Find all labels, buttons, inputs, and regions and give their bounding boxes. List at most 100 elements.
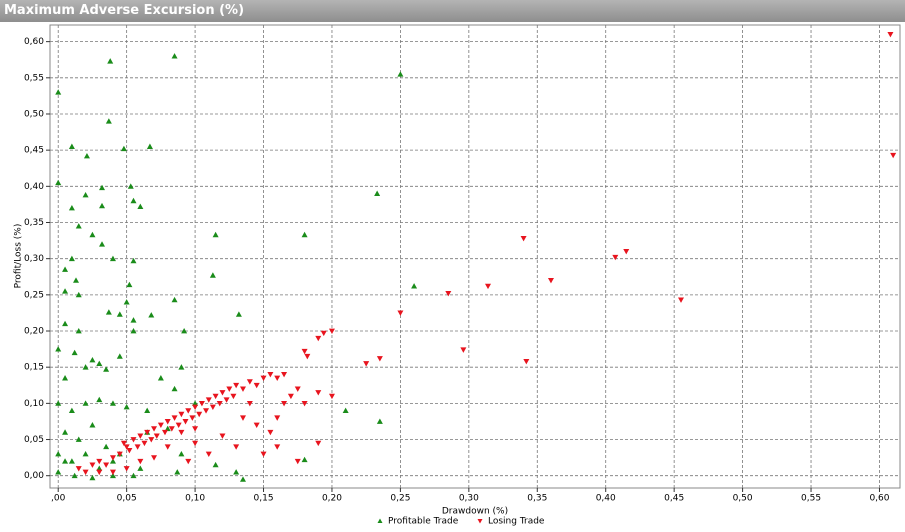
point xyxy=(192,440,199,447)
point xyxy=(62,375,69,381)
point xyxy=(99,202,106,209)
point xyxy=(62,458,69,464)
point xyxy=(130,437,137,443)
x-tick-label: 0,25 xyxy=(390,494,410,504)
point xyxy=(55,400,62,406)
point xyxy=(68,143,75,149)
point xyxy=(71,349,78,356)
point xyxy=(116,311,123,317)
point xyxy=(96,396,103,403)
point xyxy=(209,272,216,278)
point xyxy=(212,231,219,238)
point xyxy=(96,458,103,465)
x-tick-label: 0,55 xyxy=(801,494,821,504)
point xyxy=(171,385,178,392)
point xyxy=(315,440,322,447)
point xyxy=(130,328,137,334)
point xyxy=(376,418,383,424)
point xyxy=(82,192,89,198)
point xyxy=(178,364,185,370)
y-tick-label: 0,25 xyxy=(24,290,44,300)
point xyxy=(151,455,158,461)
point xyxy=(523,358,530,365)
point xyxy=(71,472,78,479)
point xyxy=(267,372,274,378)
point xyxy=(137,203,144,209)
point xyxy=(55,179,62,186)
point xyxy=(520,236,527,242)
x-tick-label: 0,10 xyxy=(185,494,205,504)
point xyxy=(226,386,233,392)
point xyxy=(89,462,96,468)
point xyxy=(189,415,196,421)
point xyxy=(209,404,216,410)
point xyxy=(103,443,110,450)
point xyxy=(460,347,467,353)
point xyxy=(55,450,62,457)
point xyxy=(144,407,151,413)
y-tick-label: 0,50 xyxy=(24,109,44,119)
x-tick-label: 0,60 xyxy=(869,494,889,504)
legend-marker xyxy=(377,518,383,523)
point xyxy=(123,403,130,410)
point xyxy=(153,433,160,439)
point xyxy=(107,58,114,64)
point xyxy=(157,375,164,381)
y-tick-label: 0,20 xyxy=(24,327,44,337)
point xyxy=(363,361,370,367)
point xyxy=(75,291,82,298)
point xyxy=(171,415,178,421)
point xyxy=(55,469,62,475)
point xyxy=(198,400,205,407)
point xyxy=(127,183,134,189)
point xyxy=(328,328,335,335)
point xyxy=(99,241,106,247)
point xyxy=(168,426,175,432)
point xyxy=(890,152,897,159)
point xyxy=(62,429,69,435)
point xyxy=(116,353,123,359)
point xyxy=(274,415,281,421)
point xyxy=(161,429,168,436)
point xyxy=(246,379,253,385)
point xyxy=(342,407,349,413)
point xyxy=(230,393,237,400)
point xyxy=(260,375,267,382)
point xyxy=(196,411,203,418)
point xyxy=(89,474,96,481)
point xyxy=(301,231,308,238)
point xyxy=(68,205,75,211)
point xyxy=(109,458,116,464)
point xyxy=(178,411,185,418)
point xyxy=(223,397,230,403)
point xyxy=(253,382,260,389)
point xyxy=(315,335,322,342)
point xyxy=(105,309,112,315)
point xyxy=(315,390,322,396)
point xyxy=(109,455,116,461)
point xyxy=(233,444,240,450)
point xyxy=(75,436,82,442)
y-tick-label: 0,00 xyxy=(24,471,44,481)
point xyxy=(219,433,226,439)
point xyxy=(233,469,240,475)
point xyxy=(68,407,75,413)
point xyxy=(73,277,80,283)
point xyxy=(233,382,240,389)
point xyxy=(96,360,103,366)
point xyxy=(148,312,155,318)
point xyxy=(178,429,185,436)
point xyxy=(126,281,133,288)
point xyxy=(103,462,110,468)
point xyxy=(239,386,246,392)
y-tick-label: 0,40 xyxy=(24,182,44,192)
y-tick-label: 0,60 xyxy=(24,37,44,47)
point xyxy=(120,440,127,447)
point xyxy=(216,400,223,407)
point xyxy=(185,408,192,414)
point xyxy=(130,257,137,264)
y-tick-label: 0,55 xyxy=(24,73,44,83)
point xyxy=(164,419,171,425)
point xyxy=(246,400,253,407)
point xyxy=(294,386,301,392)
